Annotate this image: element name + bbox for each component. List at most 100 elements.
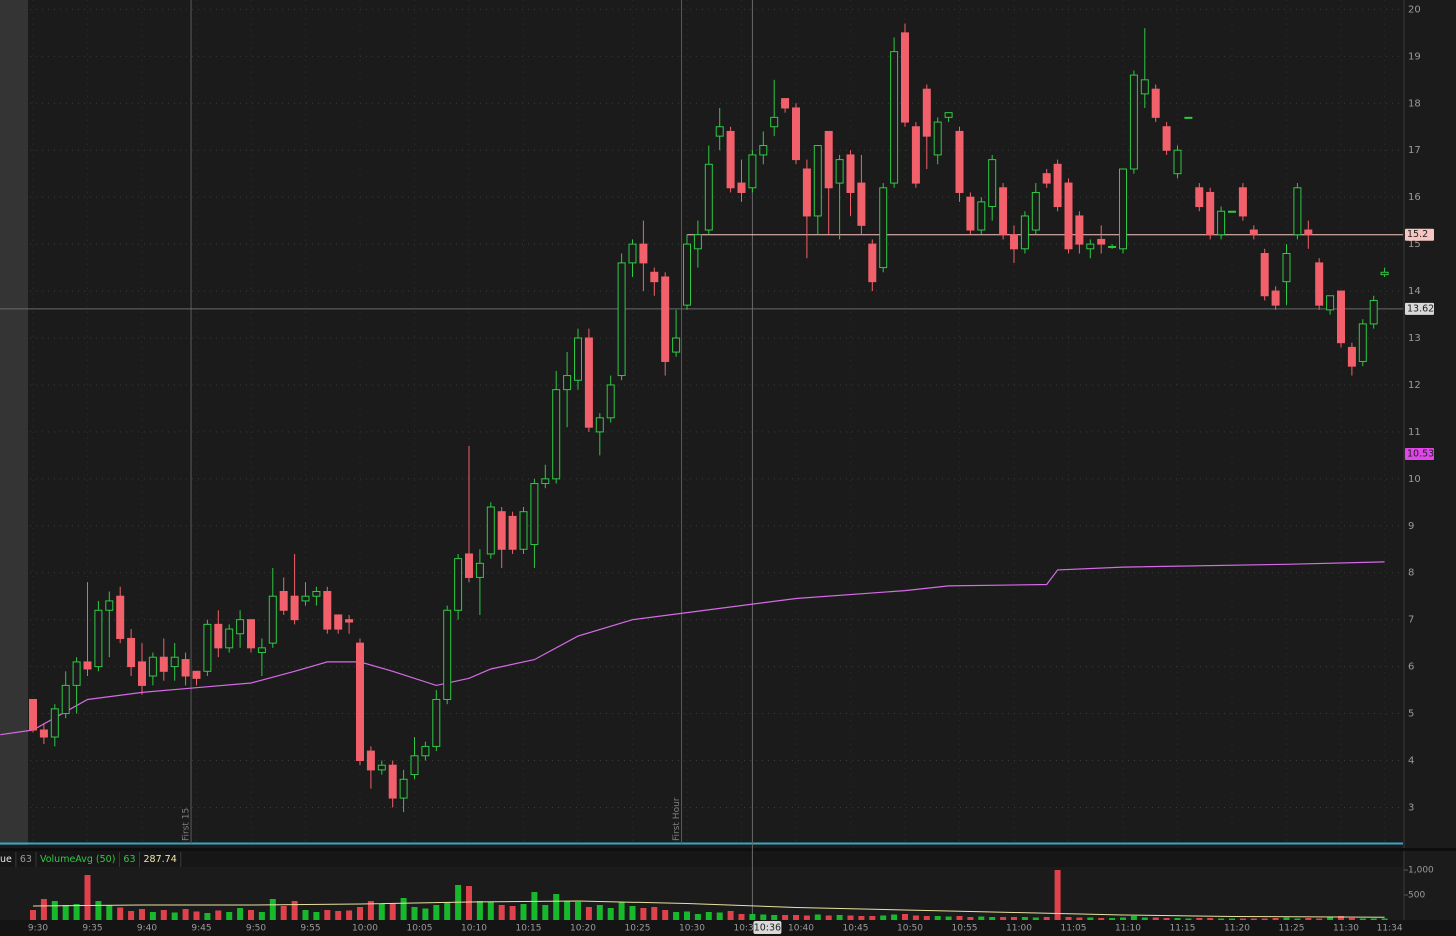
candle-body <box>236 619 245 635</box>
x-tick-label: 9:50 <box>246 924 266 934</box>
price-tag-box <box>1405 302 1434 315</box>
volume-bar <box>934 916 941 920</box>
candle-body <box>1129 74 1138 170</box>
volume-bar <box>1294 918 1301 920</box>
x-tick-label: 11:10 <box>1115 924 1141 934</box>
volume-bar <box>923 916 930 920</box>
y-tick-label: 11 <box>1408 427 1421 438</box>
candle-body <box>105 600 114 611</box>
volume-bar <box>433 905 440 920</box>
volume-bar <box>1174 918 1181 920</box>
candle-body <box>737 182 746 193</box>
volume-bar <box>1359 918 1366 920</box>
y-tick-label: 3 <box>1408 802 1414 813</box>
candle-body <box>966 196 975 231</box>
candle-body <box>1380 271 1389 276</box>
volume-bar <box>1109 918 1116 920</box>
volume-bar <box>313 912 320 920</box>
candle-body <box>977 201 986 231</box>
x-tick-label: 10:40 <box>788 924 814 934</box>
volume-bar <box>912 915 919 920</box>
candle-body <box>1140 79 1149 95</box>
candle-body <box>639 243 648 264</box>
candle-body <box>1108 245 1117 248</box>
volume-bar <box>1065 917 1072 920</box>
y-tick-label: 4 <box>1408 756 1414 767</box>
volume-bar <box>367 901 374 920</box>
volume-bar <box>684 911 690 920</box>
volume-bar <box>62 905 69 920</box>
volume-bar <box>357 907 363 920</box>
x-tick-label: 10:30 <box>679 924 705 934</box>
volume-bar <box>891 914 898 920</box>
x-tick-label: 9:35 <box>82 924 102 934</box>
vwap-line <box>0 561 1385 736</box>
candle-body <box>1228 210 1236 213</box>
volume-bar <box>1000 917 1007 920</box>
candle-body <box>879 187 888 269</box>
volume-bar <box>564 901 571 920</box>
volume-bar <box>1316 918 1323 920</box>
volume-bar <box>880 915 887 920</box>
volume-bar <box>869 916 876 920</box>
volume-bar <box>171 912 178 920</box>
y-tick-label: 16 <box>1408 192 1421 203</box>
price-tag-box <box>1405 447 1434 460</box>
x-tick-label: 10:00 <box>352 924 378 934</box>
candle-body <box>1042 173 1051 184</box>
volume-bar <box>1043 917 1050 920</box>
y-tick-label: 8 <box>1408 568 1414 579</box>
candle-body <box>911 126 920 184</box>
volume-bar <box>858 916 865 920</box>
candle-body <box>552 389 561 480</box>
volume-bar <box>1272 918 1279 920</box>
candle-body <box>421 745 430 757</box>
x-tick-label: 11:30 <box>1333 924 1359 934</box>
candle-body <box>1347 346 1356 367</box>
volume-bar <box>466 886 472 920</box>
x-tick-label: 11:05 <box>1061 924 1087 934</box>
volume-bar <box>738 914 745 920</box>
candle-body <box>83 661 92 670</box>
candle-body <box>138 661 146 686</box>
price-tag-label: 13.62 <box>1407 303 1434 314</box>
volume-header-item: 287.74 <box>144 854 177 865</box>
y-tick-label: 20 <box>1408 4 1421 15</box>
candle-body <box>1151 88 1160 118</box>
candle-body <box>595 417 604 433</box>
volume-bar <box>1163 918 1170 920</box>
candle-body <box>72 661 81 686</box>
volume-bar <box>553 894 560 920</box>
candle-body <box>312 591 321 597</box>
y-tick-label: 19 <box>1408 51 1421 62</box>
volume-bar <box>1021 917 1028 920</box>
candle-body <box>486 506 495 555</box>
candle-body <box>661 276 670 362</box>
candle-body <box>443 609 452 700</box>
volume-bar <box>389 903 396 920</box>
volume-bar <box>422 908 429 920</box>
session-marker-label: First 15 <box>182 808 192 841</box>
volume-bar <box>73 904 80 920</box>
candle-body <box>901 32 909 123</box>
volume-bar <box>193 911 200 920</box>
volume-bar <box>1250 918 1257 920</box>
candle-body <box>1053 163 1062 208</box>
candle-body <box>541 478 550 485</box>
volume-bar <box>836 915 843 920</box>
volume-bar <box>760 914 767 920</box>
volume-bar <box>640 908 647 920</box>
candle-body <box>214 623 223 649</box>
session-marker-label: First Hour <box>672 797 682 841</box>
candle-body <box>50 708 59 738</box>
candle-body <box>39 729 48 738</box>
x-tick-label: 10:05 <box>407 924 433 934</box>
volume-bar <box>160 910 167 920</box>
candle-body <box>356 642 364 762</box>
x-tick-label: 11:15 <box>1170 924 1196 934</box>
x-tick-label: 9:45 <box>191 924 211 934</box>
x-tick-label: 9:55 <box>300 924 320 934</box>
y-tick-label: 14 <box>1408 286 1421 297</box>
volume-bar <box>967 917 974 920</box>
candle-body <box>1326 295 1335 311</box>
